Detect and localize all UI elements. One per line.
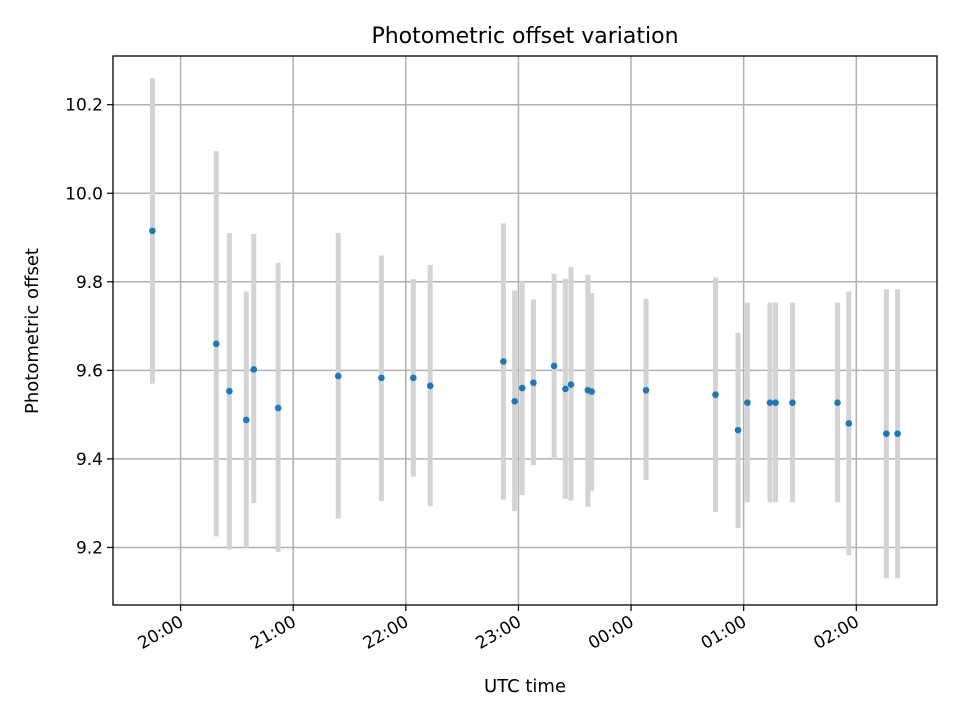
data-point	[744, 399, 751, 406]
x-tick-label: 02:00	[810, 612, 862, 654]
x-axis-ticks: 20:00 21:00 22:00 23:00 00:00 01:00 02:00	[135, 605, 863, 654]
y-tick-label: 9.6	[76, 361, 103, 381]
x-axis-label: UTC time	[484, 676, 566, 697]
data-point	[642, 386, 650, 394]
data-point	[562, 385, 569, 393]
data-point	[500, 358, 507, 365]
grid	[113, 56, 937, 605]
data-point	[410, 374, 417, 382]
error-bars	[149, 78, 901, 579]
data-point	[242, 416, 250, 424]
data-point	[426, 382, 434, 390]
data-point	[226, 387, 233, 395]
x-tick-label: 20:00	[135, 612, 187, 654]
chart-title: Photometric offset variation	[371, 24, 678, 49]
data-point	[883, 430, 890, 437]
data-point	[772, 399, 779, 406]
data-point	[845, 420, 853, 427]
y-tick-label: 10.0	[65, 184, 103, 204]
y-tick-label: 9.4	[76, 450, 103, 470]
y-tick-label: 9.2	[76, 538, 103, 558]
data-point	[530, 379, 537, 387]
x-tick-label: 22:00	[360, 612, 412, 654]
data-point	[550, 362, 558, 370]
x-tick-label: 00:00	[585, 612, 637, 654]
data-point	[834, 399, 841, 406]
y-axis-ticks: 9.2 9.4 9.6 9.8 10.0 10.2	[65, 96, 113, 558]
data-point	[274, 404, 282, 412]
x-tick-label: 21:00	[247, 612, 299, 654]
data-point	[766, 399, 774, 406]
y-axis-label: Photometric offset	[22, 248, 43, 414]
y-tick-label: 9.8	[76, 273, 103, 293]
y-tick-label: 10.2	[65, 96, 103, 116]
data-point	[588, 388, 595, 395]
data-point	[250, 366, 258, 373]
data-point	[518, 384, 526, 392]
data-point	[894, 430, 901, 437]
data-point	[734, 426, 742, 434]
data-point	[378, 374, 385, 382]
data-point	[712, 391, 719, 398]
data-point	[149, 227, 156, 235]
data-points	[149, 227, 901, 437]
data-point	[789, 399, 796, 406]
data-point	[567, 381, 575, 388]
x-tick-label: 23:00	[472, 612, 524, 654]
data-point	[334, 372, 342, 380]
data-point	[511, 398, 518, 405]
x-tick-label: 01:00	[698, 612, 750, 654]
plot-frame	[112, 55, 938, 606]
data-point	[212, 340, 220, 348]
